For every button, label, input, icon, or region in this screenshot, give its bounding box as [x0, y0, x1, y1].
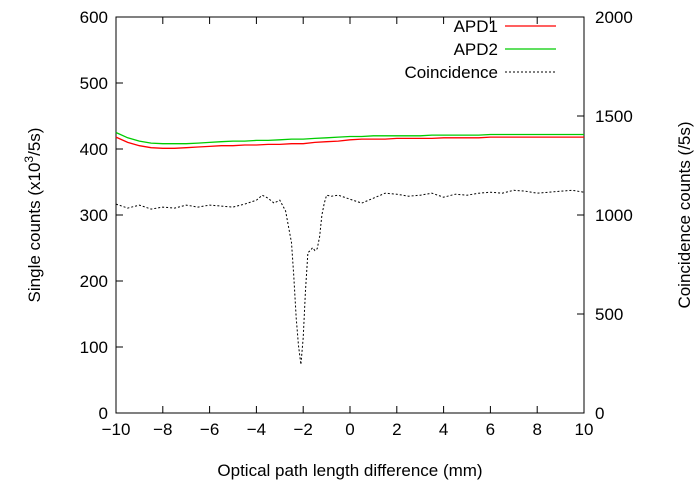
y-left-tick-label: 100 [80, 338, 108, 357]
x-tick-label: −2 [294, 420, 313, 439]
x-tick-label: 0 [345, 420, 354, 439]
y-right-tick-label: 0 [595, 404, 604, 423]
legend-label-coincidence: Coincidence [404, 63, 498, 82]
series-line-coincidence [115, 189, 585, 365]
y-right-tick-label: 1000 [595, 206, 633, 225]
y-right-tick-label: 1500 [595, 107, 633, 126]
x-tick-label: 2 [392, 420, 401, 439]
y-axis-title-right: Coincidence counts (/5s) [675, 121, 694, 308]
y-left-tick-label: 0 [99, 404, 108, 423]
y-axis-title-left-prefix: Single counts (x10 [25, 163, 44, 303]
x-tick-label: −8 [153, 420, 172, 439]
x-tick-label: −6 [200, 420, 219, 439]
y-right-tick-label: 500 [595, 305, 623, 324]
x-tick-label: 8 [532, 420, 541, 439]
y-axis-title-left-sup: 3 [22, 156, 36, 163]
x-tick-label: 10 [575, 420, 594, 439]
legend-label-apd1: APD1 [454, 17, 498, 36]
y-axis-title-left: Single counts (x103/5s) [22, 128, 44, 303]
x-tick-label: 6 [486, 420, 495, 439]
y-axis-title-left-suffix: /5s) [25, 128, 44, 156]
x-axis-title: Optical path length difference (mm) [217, 461, 482, 480]
y-left-tick-label: 600 [80, 8, 108, 27]
y-left-tick-label: 400 [80, 140, 108, 159]
plot-frame [115, 16, 585, 414]
y-left-tick-label: 500 [80, 74, 108, 93]
tick-labels: −10 −8 −6 −4 −2 0 2 4 6 8 100100200300400500600050… [80, 8, 633, 439]
ticks [115, 16, 585, 414]
y-right-tick-label: 2000 [595, 8, 633, 27]
series-layer [115, 131, 585, 365]
series-line-apd2 [115, 131, 584, 145]
y-left-tick-label: 200 [80, 272, 108, 291]
series-line-apd1 [115, 136, 584, 149]
x-tick-label: −4 [247, 420, 266, 439]
x-tick-label: −10 [102, 420, 131, 439]
legend: APD1 APD2 Coincidence [404, 17, 556, 82]
x-tick-label: 4 [439, 420, 448, 439]
y-left-tick-label: 300 [80, 206, 108, 225]
legend-label-apd2: APD2 [454, 40, 498, 59]
